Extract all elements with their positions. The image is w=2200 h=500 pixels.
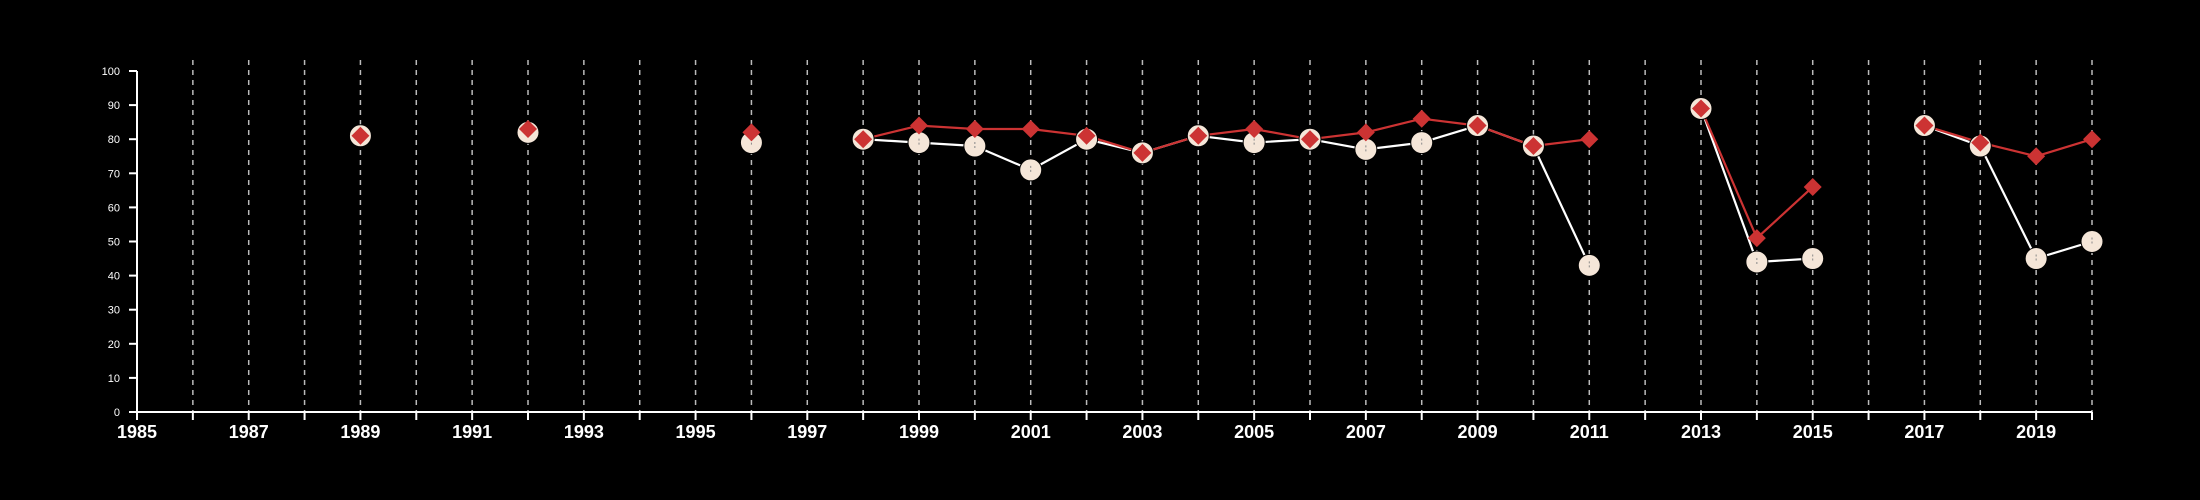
red-point-1989 (351, 126, 370, 145)
cream-line-2017-2020 (1924, 124, 2093, 260)
red-point-2019 (2027, 147, 2046, 166)
x-tick-label-1993: 1993 (564, 422, 604, 442)
x-tick-label-2013: 2013 (1681, 422, 1721, 442)
red-point-2011 (1580, 130, 1599, 149)
red-point-2015 (1803, 177, 1822, 196)
x-tick-label-2009: 2009 (1458, 422, 1498, 442)
red-point-2006 (1301, 130, 1319, 149)
red-point-2017 (1915, 116, 1934, 135)
x-tick-label-1991: 1991 (452, 422, 492, 442)
y-tick-label-20: 20 (108, 339, 120, 351)
y-tick-label-50: 50 (108, 237, 120, 249)
red-point-1992 (519, 119, 537, 138)
red-point-2010 (1524, 137, 1543, 156)
red-point-2013 (1692, 99, 1710, 118)
red-point-2007 (1356, 123, 1375, 142)
y-tick-label-40: 40 (108, 271, 120, 283)
red-point-2003 (1133, 143, 1152, 162)
y-tick-label-70: 70 (108, 168, 120, 180)
red-point-1998 (854, 130, 873, 149)
y-tick-label-30: 30 (108, 305, 120, 317)
y-tick-label-100: 100 (102, 66, 120, 78)
gridlines (192, 60, 2093, 412)
y-tick-label-60: 60 (108, 202, 120, 214)
red-point-2018 (1971, 133, 1990, 152)
red-point-2014 (1747, 229, 1766, 248)
x-tick-label-2003: 2003 (1122, 422, 1162, 442)
red-point-2008 (1412, 109, 1431, 128)
red-point-2009 (1468, 116, 1487, 135)
red-point-2000 (965, 119, 984, 138)
red-point-2004 (1189, 126, 1208, 145)
red-point-2005 (1245, 119, 1264, 138)
y-tick-label-0: 0 (114, 407, 120, 419)
x-tick-label-2005: 2005 (1234, 422, 1274, 442)
y-tick-label-90: 90 (108, 100, 120, 112)
x-tick-label-2019: 2019 (2016, 422, 2056, 442)
red-line-2017-2020 (1924, 124, 2093, 158)
cream-series-markers (348, 97, 2104, 277)
x-tick-label-1997: 1997 (787, 422, 827, 442)
red-point-2001 (1021, 119, 1040, 138)
x-tick-label-2015: 2015 (1793, 422, 1833, 442)
red-point-1996 (742, 123, 761, 142)
x-tick-label-1985: 1985 (117, 422, 157, 442)
red-point-2020 (2083, 130, 2101, 149)
y-tick-label-80: 80 (108, 134, 120, 146)
x-tick-label-1999: 1999 (899, 422, 939, 442)
y-tick-label-10: 10 (108, 373, 120, 385)
x-tick-label-1995: 1995 (676, 422, 716, 442)
red-point-1999 (910, 116, 928, 135)
x-tick-label-2011: 2011 (1570, 422, 1609, 442)
x-tick-label-1989: 1989 (340, 422, 380, 442)
red-series-markers (351, 99, 2101, 248)
x-tick-label-2001: 2001 (1011, 422, 1051, 442)
red-point-2002 (1077, 126, 1096, 145)
x-tick-label-2017: 2017 (1904, 422, 1944, 442)
x-tick-label-1987: 1987 (229, 422, 269, 442)
axes: 1985 1987 1989 1991 1993 1995 1997 1999 2001 2003… (102, 66, 2093, 442)
x-tick-label-2007: 2007 (1346, 422, 1386, 442)
